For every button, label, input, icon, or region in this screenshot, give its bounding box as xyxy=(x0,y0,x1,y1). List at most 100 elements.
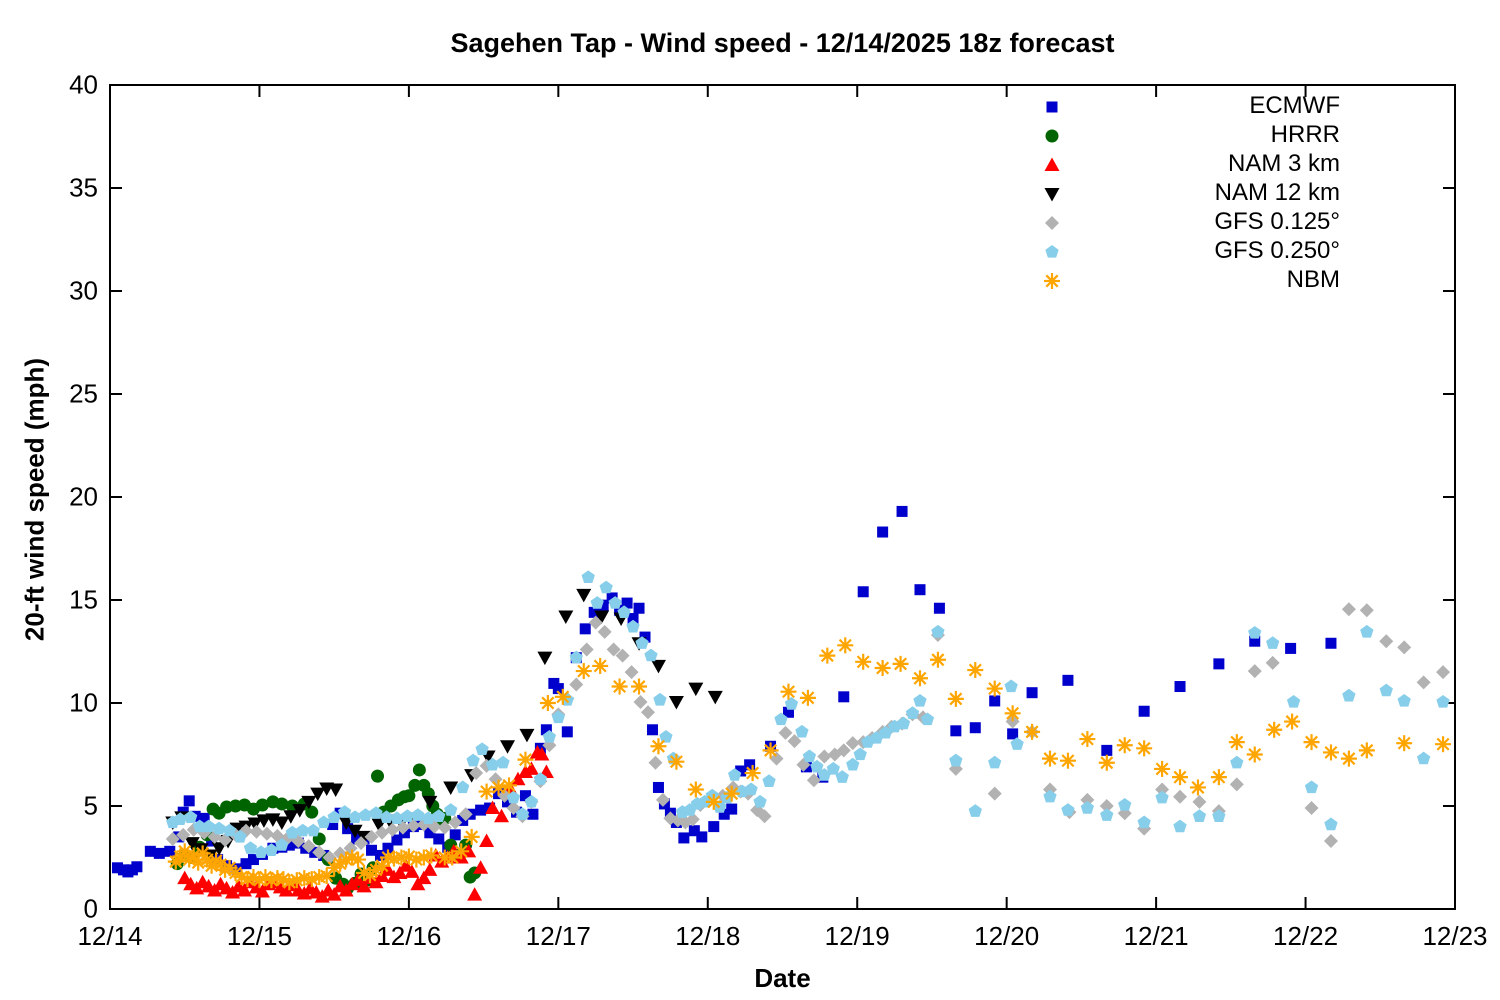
point-nam-3-km xyxy=(398,858,414,872)
x-tick-label: 12/16 xyxy=(376,921,442,951)
point-nam-12-km xyxy=(519,728,535,743)
point-nam-12-km xyxy=(500,740,516,754)
point-gfs-0-125- xyxy=(569,677,584,692)
point-nbm xyxy=(1358,742,1375,759)
point-nbm xyxy=(453,843,470,860)
point-gfs-0-250- xyxy=(400,809,415,822)
point-gfs-0-250- xyxy=(1266,636,1280,649)
point-nam-12-km xyxy=(184,837,200,851)
point-gfs-0-125- xyxy=(406,818,421,833)
point-gfs-0-125- xyxy=(817,749,832,764)
point-ecmwf xyxy=(240,858,252,870)
point-nam-3-km xyxy=(485,800,501,815)
point-gfs-0-125- xyxy=(641,705,655,720)
point-gfs-0-125- xyxy=(259,826,274,841)
point-gfs-0-125- xyxy=(588,615,603,630)
point-gfs-0-125- xyxy=(987,786,1002,801)
point-nbm xyxy=(780,683,797,700)
point-nam-3-km xyxy=(350,872,366,887)
x-tick-label: 12/17 xyxy=(525,921,591,951)
point-gfs-0-125- xyxy=(757,809,772,824)
point-ecmwf xyxy=(1101,744,1113,756)
point-gfs-0-250- xyxy=(762,774,776,787)
point-nam-12-km xyxy=(537,651,553,666)
point-nam-12-km xyxy=(347,824,363,839)
point-nbm xyxy=(687,781,704,798)
point-gfs-0-250- xyxy=(784,697,799,710)
legend-row: ECMWF xyxy=(1040,92,1420,121)
point-ecmwf xyxy=(696,831,708,843)
legend: ECMWF HRRR NAM 3 km NAM 12 km GFS 0.125° GFS … xyxy=(1040,92,1420,295)
point-gfs-0-250- xyxy=(285,825,299,839)
point-gfs-0-250- xyxy=(1043,789,1057,803)
x-tick-label: 12/18 xyxy=(675,921,741,951)
point-nam-12-km xyxy=(211,842,227,856)
legend-row: NBM xyxy=(1040,266,1420,295)
point-gfs-0-250- xyxy=(913,693,927,707)
point-gfs-0-125- xyxy=(1265,655,1280,670)
point-gfs-0-250- xyxy=(644,648,658,662)
legend-label: NAM 3 km xyxy=(1227,150,1340,177)
point-ecmwf xyxy=(164,845,176,857)
x-tick-label: 12/23 xyxy=(1422,921,1488,951)
y-tick-label: 25 xyxy=(69,378,98,409)
point-gfs-0-125- xyxy=(806,773,821,788)
point-gfs-0-250- xyxy=(317,815,331,829)
y-tick-label: 30 xyxy=(69,275,98,306)
point-ecmwf xyxy=(633,602,645,614)
x-tick-label: 12/15 xyxy=(226,921,292,951)
point-nam-3-km xyxy=(392,865,408,879)
point-nam-12-km xyxy=(283,810,299,824)
point-ecmwf xyxy=(206,835,218,847)
point-gfs-0-250- xyxy=(744,782,758,796)
point-gfs-0-250- xyxy=(1416,751,1431,765)
point-gfs-0-250- xyxy=(456,780,470,794)
point-gfs-0-125- xyxy=(606,642,621,657)
point-ecmwf xyxy=(621,597,633,609)
point-nam-12-km xyxy=(310,787,326,802)
point-hrrr xyxy=(371,769,385,783)
point-gfs-0-250- xyxy=(506,790,521,804)
point-gfs-0-125- xyxy=(845,736,860,751)
point-nbm xyxy=(350,851,367,868)
point-nam-12-km xyxy=(338,816,354,830)
point-gfs-0-250- xyxy=(590,596,604,609)
point-ecmwf xyxy=(896,505,908,517)
point-ecmwf xyxy=(688,825,700,837)
point-ecmwf xyxy=(198,812,210,824)
point-ecmwf xyxy=(1138,705,1150,717)
point-gfs-0-125- xyxy=(218,832,233,847)
point-nbm xyxy=(1172,769,1189,786)
point-gfs-0-250- xyxy=(173,812,187,826)
point-gfs-0-125- xyxy=(437,820,452,835)
point-nam-12-km xyxy=(650,659,666,674)
point-ecmwf xyxy=(475,804,487,816)
point-nbm xyxy=(1079,731,1096,748)
point-gfs-0-250- xyxy=(753,794,767,808)
point-gfs-0-250- xyxy=(369,806,383,819)
point-gfs-0-125- xyxy=(1247,664,1262,679)
point-ecmwf xyxy=(283,839,295,851)
point-gfs-0-250- xyxy=(968,804,982,817)
point-gfs-0-125- xyxy=(448,815,463,830)
point-ecmwf xyxy=(433,833,445,845)
point-nbm xyxy=(444,849,461,866)
point-gfs-0-250- xyxy=(659,729,673,743)
point-ecmwf xyxy=(366,844,378,856)
point-gfs-0-125- xyxy=(1080,792,1095,807)
point-gfs-0-125- xyxy=(354,836,369,851)
point-nbm xyxy=(1322,744,1339,761)
point-gfs-0-125- xyxy=(1304,801,1319,816)
legend-row: NAM 12 km xyxy=(1040,179,1420,208)
point-gfs-0-125- xyxy=(615,648,630,663)
legend-label: HRRR xyxy=(1270,121,1340,148)
point-nbm xyxy=(1059,752,1076,769)
point-nbm xyxy=(1136,740,1153,757)
point-nbm xyxy=(423,847,440,864)
point-ecmwf xyxy=(627,613,639,625)
point-nam-12-km xyxy=(256,814,272,828)
point-gfs-0-125- xyxy=(458,807,473,822)
point-gfs-0-250- xyxy=(569,650,583,664)
point-ecmwf xyxy=(735,765,747,777)
